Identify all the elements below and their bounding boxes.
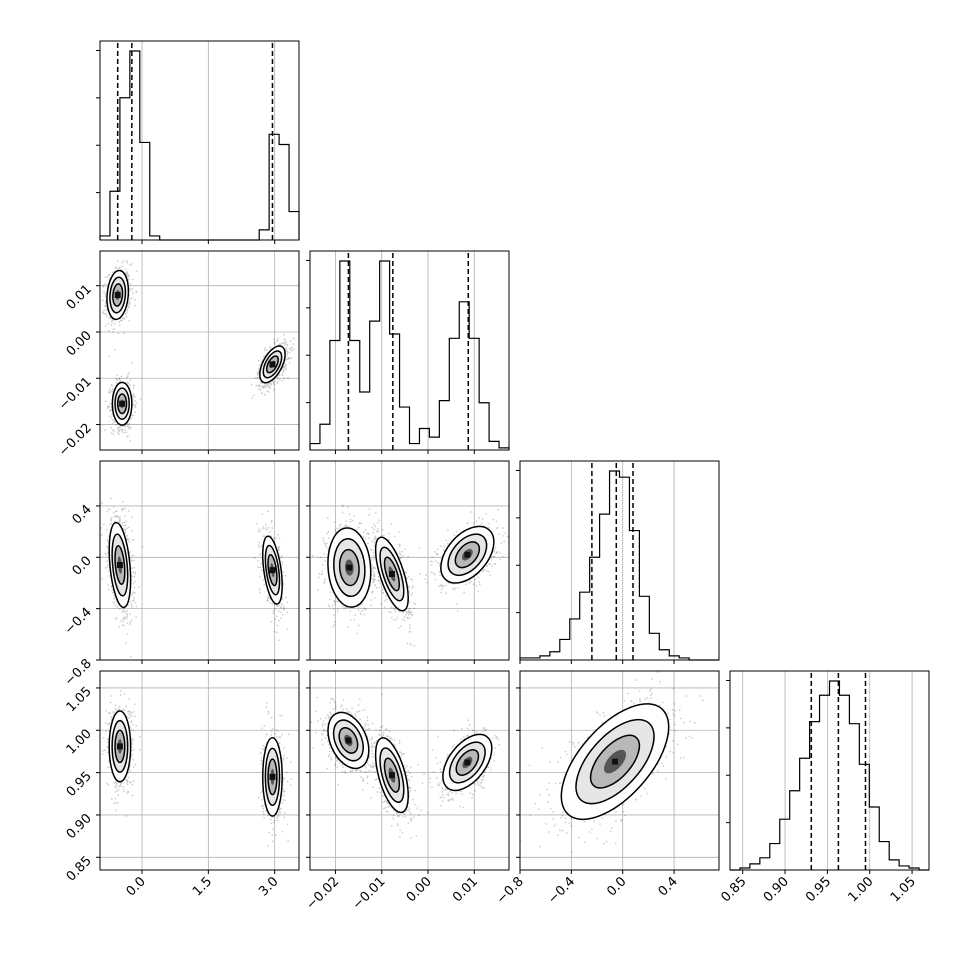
y-tick-label: −0.02: [56, 421, 95, 460]
panel-frame: [99, 250, 300, 451]
density-content: [520, 671, 704, 853]
panel-frame: [99, 670, 300, 871]
x-tick-label: 0.0: [604, 874, 629, 899]
panel-frame: [309, 460, 510, 661]
histogram-step: [730, 680, 929, 871]
histogram-step: [309, 260, 510, 450]
density-panel: −0.8 −0.4 0.0 0.4: [494, 670, 720, 907]
density-max-cell: [612, 758, 619, 765]
y-tick-label: −0.01: [56, 374, 95, 413]
x-tick-label: −0.01: [350, 874, 389, 913]
density-panel: −0.02 −0.01 0.00 0.01: [56, 250, 300, 460]
x-tick-label: 1.00: [845, 874, 876, 905]
x-tick-label: −0.02: [304, 874, 343, 913]
x-tick-label: 3.0: [256, 874, 281, 899]
density-max-cell: [269, 567, 276, 574]
panel-frame: [99, 40, 300, 241]
histogram-panel: [516, 460, 720, 664]
density-content: [101, 671, 293, 847]
histogram-step: [519, 470, 719, 661]
corner-plot-root: 0.85 0.90 0.95 1.00 1.05−0.02−0.010.000.01−0…: [56, 40, 930, 913]
density-panel: [306, 460, 510, 664]
y-tick-label: 0.00: [64, 328, 95, 359]
density-max-cell: [388, 570, 395, 577]
density-content: [100, 497, 289, 658]
density-max-cell: [269, 361, 276, 368]
density-max-cell: [388, 772, 395, 779]
y-tick-label: 1.00: [64, 726, 95, 757]
panel-frame: [309, 250, 510, 451]
x-tick-label: 0.01: [450, 874, 481, 905]
histogram-panel: 0.85 0.90 0.95 1.00 1.05: [718, 670, 930, 905]
x-tick-label: 1.5: [190, 874, 215, 899]
y-tick-label: 0.4: [70, 502, 95, 527]
x-tick-label: 1.05: [888, 874, 919, 905]
panel-frame: [519, 670, 720, 871]
density-content: [102, 260, 295, 442]
panel-frame: [729, 670, 930, 871]
x-tick-label: −0.4: [545, 874, 578, 907]
x-tick-label: 0.4: [656, 874, 681, 899]
y-tick-label: 1.05: [64, 684, 95, 715]
y-tick-label: 0.0: [70, 554, 95, 579]
density-max-cell: [116, 743, 123, 750]
y-tick-label: 0.90: [64, 811, 95, 842]
density-max-cell: [119, 400, 126, 407]
density-panel: −0.02−0.01 0.00 0.01: [304, 670, 510, 913]
density-max-cell: [464, 551, 471, 558]
scatter-points: [101, 671, 293, 847]
density-panel: 0.85 0.90 0.95 1.00 1.05 0.0 1.5 3.0: [64, 670, 300, 899]
density-panel: −0.8 −0.4 0.0 0.4: [62, 460, 300, 689]
density-content: [310, 693, 501, 839]
y-tick-label: 0.85: [64, 854, 95, 885]
density-content: [312, 504, 509, 647]
x-tick-label: 0.00: [404, 874, 435, 905]
density-max-cell: [114, 291, 121, 298]
x-tick-label: 0.0: [124, 874, 149, 899]
y-tick-label: −0.8: [62, 656, 95, 689]
x-tick-label: 0.85: [718, 874, 749, 905]
density-max-cell: [464, 759, 471, 766]
x-tick-label: 0.90: [761, 874, 792, 905]
panel-frame: [99, 460, 300, 661]
x-tick-label: 0.95: [803, 874, 834, 905]
y-tick-label: −0.4: [62, 605, 95, 638]
density-max-cell: [346, 564, 353, 571]
histogram-panel: [96, 40, 300, 244]
panel-frame: [309, 670, 510, 871]
panel-frame: [519, 460, 720, 661]
y-tick-label: 0.01: [64, 282, 95, 313]
histogram-panel: [306, 250, 510, 454]
density-max-cell: [269, 773, 276, 780]
histogram-step: [99, 50, 300, 241]
y-tick-label: 0.95: [64, 769, 95, 800]
density-max-cell: [116, 561, 123, 568]
x-tick-label: −0.8: [494, 874, 527, 907]
density-max-cell: [345, 737, 352, 744]
